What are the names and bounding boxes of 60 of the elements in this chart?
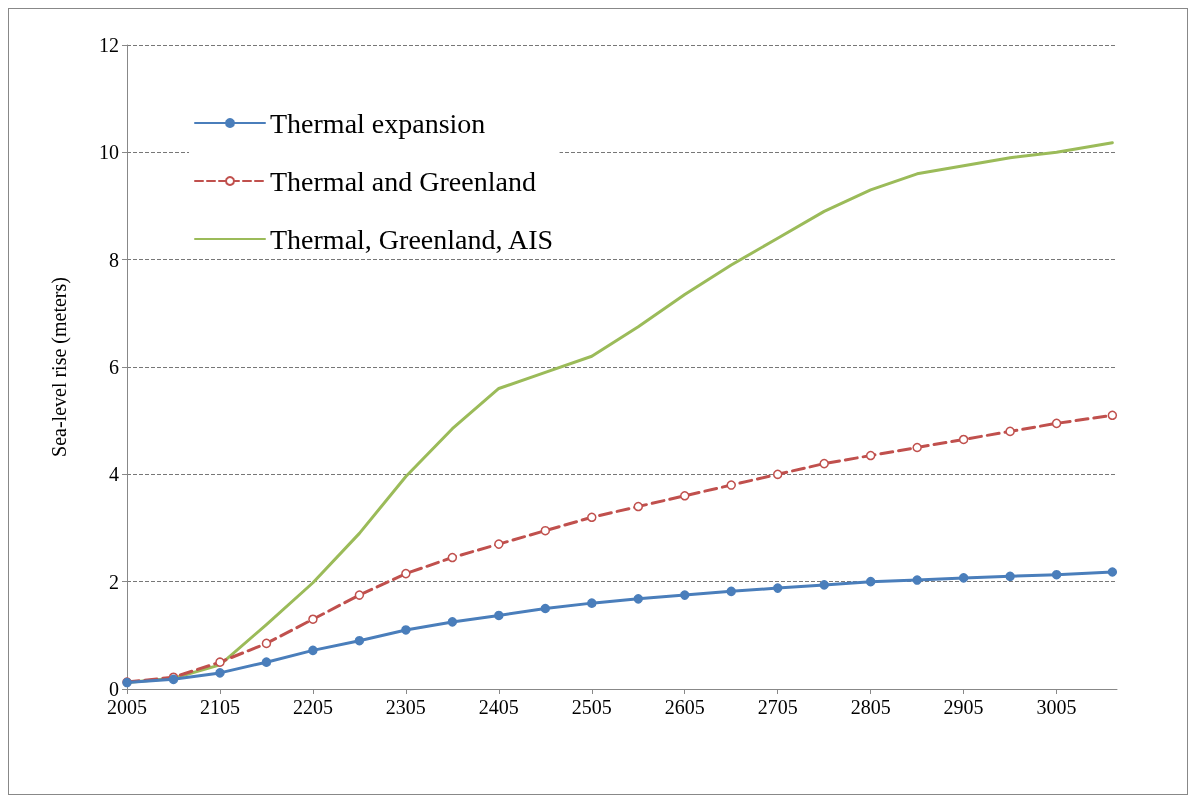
point: [354, 590, 365, 600]
point: [819, 580, 829, 590]
point: [1005, 426, 1015, 437]
point: [215, 668, 225, 678]
point: [540, 603, 551, 614]
legend-label: Thermal expansion: [270, 107, 486, 139]
point: [865, 450, 876, 461]
point: [215, 657, 225, 667]
x-tick-label: 2705: [757, 696, 798, 718]
point: [494, 539, 504, 549]
y-tick-label: 2: [109, 570, 119, 593]
point: [633, 501, 644, 512]
point: [958, 434, 969, 445]
legend-label: Thermal, Greenland, AIS: [270, 223, 554, 255]
point: [772, 583, 783, 593]
point: [912, 442, 922, 453]
y-tick-label: 8: [109, 248, 119, 271]
x-tick-label: 3005: [1036, 696, 1077, 718]
y-tick-label: 10: [99, 141, 119, 164]
point: [261, 638, 272, 649]
point: [540, 525, 551, 536]
point: [401, 625, 411, 635]
point: [958, 573, 969, 583]
point: [587, 598, 597, 608]
point: [401, 568, 411, 579]
x-tick-label: 2305: [385, 696, 426, 718]
x-tick-label: 2205: [292, 696, 333, 718]
point: [772, 469, 783, 480]
point: [865, 576, 876, 587]
point: [1051, 569, 1062, 580]
point: [1107, 410, 1118, 421]
point: [354, 635, 365, 646]
point: [819, 458, 829, 469]
point: [447, 552, 458, 563]
point: [726, 480, 736, 490]
point: [680, 491, 690, 501]
x-tick-label: 2105: [199, 696, 240, 718]
point: [680, 590, 690, 600]
point: [912, 575, 922, 585]
point: [1005, 571, 1015, 582]
point: [1107, 567, 1118, 577]
x-tick-label: 2405: [478, 696, 519, 718]
point: [494, 610, 504, 621]
point: [587, 512, 597, 523]
point: [633, 594, 644, 604]
point: [308, 614, 318, 624]
point: [726, 586, 736, 597]
point: [1051, 418, 1062, 429]
y-tick-label: 6: [109, 356, 119, 378]
y-tick-label: 12: [99, 34, 119, 56]
x-tick-label: 2905: [943, 696, 984, 718]
point: [261, 657, 272, 667]
legend-label: Thermal and Greenland: [270, 165, 536, 197]
x-tick-label: 2605: [664, 696, 705, 718]
y-axis-title: Sea-level rise (meters): [48, 277, 71, 457]
point: [308, 645, 318, 656]
y-tick-label: 4: [109, 463, 119, 486]
x-tick-label: 2805: [850, 696, 891, 718]
x-tick-label: 2505: [571, 696, 612, 718]
point: [447, 617, 458, 627]
